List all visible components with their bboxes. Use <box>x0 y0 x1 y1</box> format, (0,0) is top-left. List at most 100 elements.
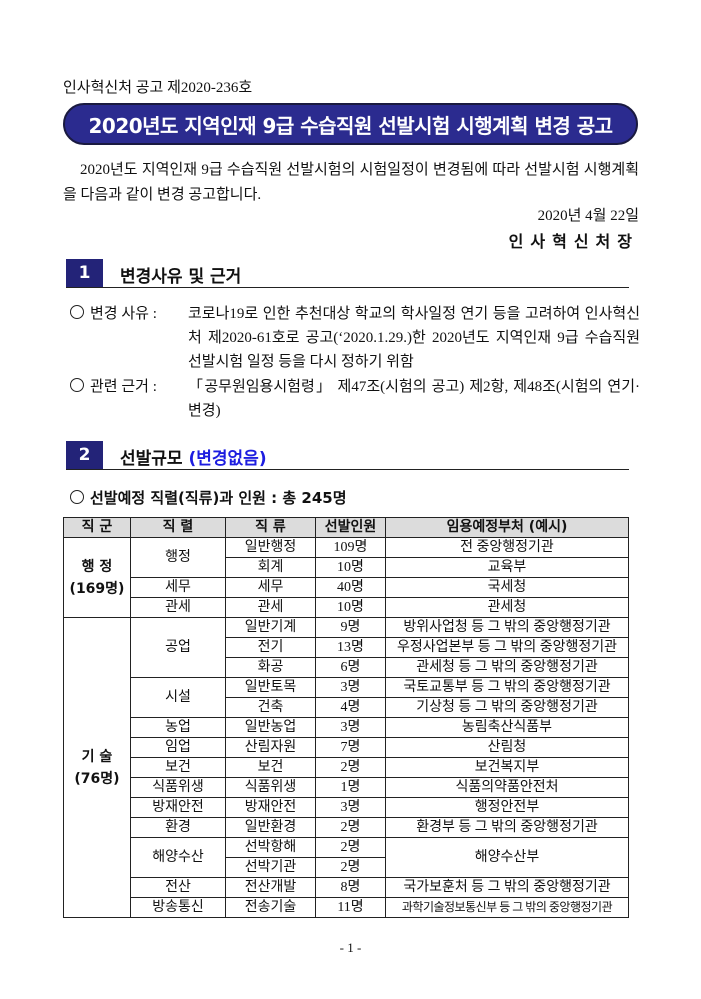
headcount-cell: 4명 <box>315 697 386 718</box>
job-class-cell: 전기 <box>225 637 316 658</box>
agency-cell: 기상청 등 그 밖의 중앙행정기관 <box>385 697 629 718</box>
agency-cell: 우정사업본부 등 그 밖의 중앙행정기관 <box>385 637 629 658</box>
job-class-cell: 회계 <box>225 557 316 578</box>
table-row: 농업 일반농업 3명 농림축산식품부 <box>64 717 629 738</box>
job-class-cell: 산림자원 <box>225 737 316 758</box>
job-series-cell: 환경 <box>130 817 226 838</box>
document-title: 2020년도 지역인재 9급 수습직원 선발시험 시행계획 변경 공고 <box>88 113 613 138</box>
job-group-cell: 기 술 (76명) <box>63 617 131 918</box>
job-series-cell: 보건 <box>130 757 226 778</box>
headcount-cell: 1명 <box>315 777 386 798</box>
item-label: 변경 사유 : <box>90 306 157 322</box>
table-row: 건축 4명 기상청 등 그 밖의 중앙행정기관 <box>64 697 629 718</box>
notice-number: 인사혁신처 공고 제2020-236호 <box>63 80 253 96</box>
table-row: 방재안전 방재안전 3명 행정안전부 <box>64 797 629 818</box>
agency-cell: 관세청 등 그 밖의 중앙행정기관 <box>385 657 629 678</box>
job-series-cell: 세무 <box>130 577 226 598</box>
headcount-cell: 2명 <box>315 837 386 858</box>
job-series-cell: 공업 <box>130 617 226 678</box>
job-group-cell: 행 정 (169명) <box>63 537 131 618</box>
column-header: 임용예정부처 (예시) <box>385 517 629 538</box>
agency-cell: 국가보훈처 등 그 밖의 중앙행정기관 <box>385 877 629 898</box>
headcount-cell: 2명 <box>315 857 386 878</box>
column-header: 선발인원 <box>315 517 386 538</box>
section-number: 2 <box>66 441 103 469</box>
table-row: 보건 보건 2명 보건복지부 <box>64 757 629 778</box>
headcount-cell: 8명 <box>315 877 386 898</box>
agency-cell: 관세청 <box>385 597 629 618</box>
job-group-name: 행 정 <box>81 558 113 575</box>
job-series-cell: 임업 <box>130 737 226 758</box>
headcount-cell: 10명 <box>315 557 386 578</box>
headcount-cell: 9명 <box>315 617 386 638</box>
section-number: 1 <box>66 259 103 287</box>
table-row: 해양수산 선박항해 2명 해양수산부 <box>64 837 629 878</box>
table-row: 선박기관 2명 <box>64 857 629 878</box>
section-title: 선발규모 (변경없음) <box>120 444 267 469</box>
job-class-cell: 방재안전 <box>225 797 316 818</box>
agency-cell: 환경부 등 그 밖의 중앙행정기관 <box>385 817 629 838</box>
circle-bullet-icon <box>70 490 84 504</box>
column-header: 직 군 <box>63 517 131 538</box>
job-group-count: (169명) <box>69 580 125 597</box>
table-row: 환경 일반환경 2명 환경부 등 그 밖의 중앙행정기관 <box>64 817 629 838</box>
job-class-cell: 일반행정 <box>225 537 316 558</box>
agency-cell: 식품의약품안전처 <box>385 777 629 798</box>
job-group-name: 기 술 <box>81 748 113 765</box>
agency-cell: 교육부 <box>385 557 629 578</box>
list-item: 관련 근거 : 「공무원임용시험령」 제47조(시험의 공고) 제2항, 제48… <box>70 375 640 423</box>
circle-bullet-icon <box>70 378 84 392</box>
table-row: 시설 일반토목 3명 국토교통부 등 그 밖의 중앙행정기관 <box>64 677 629 718</box>
intro-paragraph: 2020년도 지역인재 9급 수습직원 선발시험의 시험일정이 변경됨에 따라 … <box>63 162 639 203</box>
table-row: 기 술 (76명) 공업 일반기계 9명 방위사업청 등 그 밖의 중앙행정기관 <box>63 617 629 918</box>
headcount-cell: 109명 <box>315 537 386 558</box>
circle-bullet-icon <box>70 305 84 319</box>
list-item: 변경 사유 : 코로나19로 인한 추천대상 학교의 학사일정 연기 등을 고려… <box>70 302 640 374</box>
job-class-cell: 세무 <box>225 577 316 598</box>
job-series-cell: 해양수산 <box>130 837 226 878</box>
headcount-cell: 3명 <box>315 797 386 818</box>
agency-cell: 국토교통부 등 그 밖의 중앙행정기관 <box>385 677 629 698</box>
agency-cell: 농림축산식품부 <box>385 717 629 738</box>
table-row: 전기 13명 우정사업본부 등 그 밖의 중앙행정기관 <box>64 637 629 658</box>
headcount-cell: 7명 <box>315 737 386 758</box>
job-series-cell: 식품위생 <box>130 777 226 798</box>
job-series-cell: 관세 <box>130 597 226 618</box>
agency-cell: 보건복지부 <box>385 757 629 778</box>
column-header: 직 렬 <box>130 517 226 538</box>
job-series-cell: 방재안전 <box>130 797 226 818</box>
document-title-banner: 2020년도 지역인재 9급 수습직원 선발시험 시행계획 변경 공고 <box>63 103 638 145</box>
table-row: 임업 산림자원 7명 산림청 <box>64 737 629 758</box>
job-group-count: (76명) <box>74 770 120 787</box>
job-class-cell: 일반농업 <box>225 717 316 738</box>
agency-cell: 해양수산부 <box>385 837 629 878</box>
agency-cell: 국세청 <box>385 577 629 598</box>
headcount-cell: 13명 <box>315 637 386 658</box>
job-series-cell: 시설 <box>130 677 226 718</box>
item-text: 「공무원임용시험령」 제47조(시험의 공고) 제2항, 제48조(시험의 연기… <box>188 379 640 419</box>
job-class-cell: 전산개발 <box>225 877 316 898</box>
item-text: 코로나19로 인한 추천대상 학교의 학사일정 연기 등을 고려하여 인사혁신처… <box>188 306 640 370</box>
headcount-cell: 3명 <box>315 677 386 698</box>
section-1-header: 1 변경사유 및 근거 <box>66 259 629 288</box>
page-number: - 1 - <box>339 940 362 955</box>
notice-date: 2020년 4월 22일 <box>537 208 639 224</box>
table-row: 식품위생 식품위생 1명 식품의약품안전처 <box>64 777 629 798</box>
job-class-cell: 건축 <box>225 697 316 718</box>
job-class-cell: 화공 <box>225 657 316 678</box>
section-title-text: 선발규모 <box>120 449 183 469</box>
job-series-cell: 행정 <box>130 537 226 578</box>
summary-text: 선발예정 직렬(직류)과 인원 : 총 245명 <box>90 489 347 507</box>
job-class-cell: 보건 <box>225 757 316 778</box>
job-class-cell: 선박기관 <box>225 857 316 878</box>
headcount-cell: 3명 <box>315 717 386 738</box>
column-header: 직 류 <box>225 517 316 538</box>
item-label: 관련 근거 : <box>90 379 157 395</box>
section-title: 변경사유 및 근거 <box>120 267 242 287</box>
headcount-cell: 11명 <box>315 897 386 918</box>
agency-cell: 전 중앙행정기관 <box>385 537 629 558</box>
job-class-cell: 일반기계 <box>225 617 316 638</box>
job-class-cell: 일반토목 <box>225 677 316 698</box>
headcount-cell: 2명 <box>315 757 386 778</box>
